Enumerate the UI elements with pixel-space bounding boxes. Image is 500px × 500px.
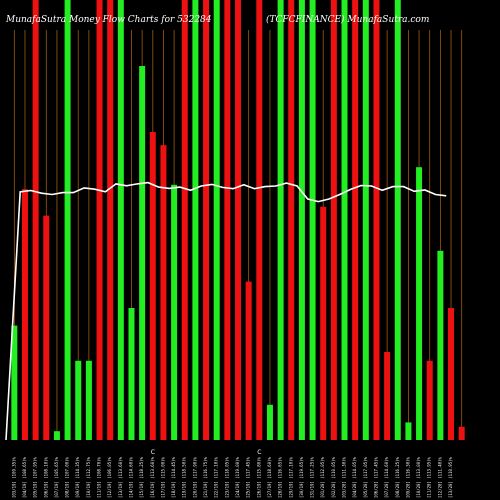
x-tick-label: [13/20] (110.95)% xyxy=(448,456,453,498)
x-tick-label: [28/19] (116.65)% xyxy=(278,456,283,498)
x-tick-label: [29/19] (117.10)% xyxy=(288,456,293,498)
x-tick-label: [18/19] (114.45)% xyxy=(171,456,176,498)
bar-24 xyxy=(266,404,273,440)
x-tick-label: [05/20] (117.05)% xyxy=(363,456,368,498)
bar-5 xyxy=(64,0,71,440)
bar-35 xyxy=(384,352,391,440)
x-tick-label: [10/19] (112.75)% xyxy=(86,456,91,498)
x-tick-label: [25/19] (117.45)% xyxy=(246,456,251,498)
x-tick-label: [26/19] (115.80)% xyxy=(256,456,261,498)
x-tick-label: [20/19] (117.90)% xyxy=(192,456,197,498)
bar-27 xyxy=(298,0,305,440)
bar-30 xyxy=(330,0,337,440)
x-tick-label: [04/19] (108.65)% xyxy=(22,456,27,498)
bar-38 xyxy=(416,167,423,440)
bar-19 xyxy=(213,0,220,440)
bar-17 xyxy=(192,0,199,440)
bar-2 xyxy=(32,0,39,440)
bar-18 xyxy=(203,0,210,440)
x-tick-label: [03/19] (109.35)% xyxy=(11,456,16,498)
bar-32 xyxy=(352,0,359,440)
bar-34 xyxy=(373,0,380,440)
bar-37 xyxy=(405,422,412,440)
bar-1 xyxy=(21,189,28,440)
x-tick-label: [17/19] (115.00)% xyxy=(160,456,165,498)
bar-12 xyxy=(139,66,146,440)
x-tick-label: [14/19] (114.60)% xyxy=(128,456,133,498)
line-group xyxy=(5,181,447,441)
bar-26 xyxy=(288,0,295,440)
bar-23 xyxy=(256,0,263,440)
bars-group xyxy=(11,0,465,440)
x-tick-label: [13/19] (113.60)% xyxy=(118,456,123,498)
bar-29 xyxy=(320,206,327,440)
bar-15 xyxy=(171,184,178,440)
x-tick-label: [31/19] (117.25)% xyxy=(310,456,315,498)
bar-41 xyxy=(448,308,455,440)
bar-0 xyxy=(11,325,18,440)
bar-31 xyxy=(341,0,348,440)
x-tick-label: [12/19] (106.05)% xyxy=(107,456,112,498)
x-tick-label: [23/19] (118.05)% xyxy=(224,456,229,498)
x-tick-label: [11/20] (113.95)% xyxy=(427,456,432,498)
mid-tick-label: C xyxy=(151,449,155,456)
bar-4 xyxy=(53,431,60,440)
x-tick-label: [11/19] (108.70)% xyxy=(97,456,102,498)
x-tick-label: [09/20] (116.30)% xyxy=(405,456,410,498)
x-tick-label: [02/20] (110.05)% xyxy=(331,456,336,498)
x-tick-label: [10/20] (113.00)% xyxy=(416,456,421,498)
bar-21 xyxy=(235,0,241,440)
x-tick-label: [08/20] (116.25)% xyxy=(395,456,400,498)
bar-16 xyxy=(181,0,188,440)
bar-13 xyxy=(149,132,156,440)
mid-tick-label: C xyxy=(257,449,261,456)
x-tick-label: [15/19] (118.25)% xyxy=(139,456,144,498)
x-tick-label: [06/20] (117.45)% xyxy=(373,456,378,498)
bar-33 xyxy=(362,0,369,440)
bar-36 xyxy=(394,0,401,440)
bar-28 xyxy=(309,0,316,440)
x-tick-label: [27/19] (118.60)% xyxy=(267,456,272,498)
bar-40 xyxy=(437,250,444,440)
bar-25 xyxy=(277,0,284,440)
x-tick-label: [22/19] (117.10)% xyxy=(214,456,219,498)
x-tick-label: [30/19] (119.65)% xyxy=(299,456,304,498)
money-flow-line xyxy=(5,181,447,441)
x-tick-label: [08/19] (107.00)% xyxy=(65,456,70,498)
bar-20 xyxy=(224,0,231,440)
bar-11 xyxy=(128,308,135,440)
x-tick-label: [19/19] (118.50)% xyxy=(182,456,187,498)
x-tick-labels: C C [03/19] (109.35)% [04/19] (108.65)% [05/… xyxy=(11,449,453,498)
bar-7 xyxy=(85,360,92,440)
x-tick-label: [07/20] (114.60)% xyxy=(384,456,389,498)
bar-42 xyxy=(458,426,465,440)
bar-8 xyxy=(96,0,103,440)
bar-3 xyxy=(43,215,50,440)
x-tick-label: [06/19] (108.10)% xyxy=(43,456,48,498)
bar-6 xyxy=(75,360,82,440)
chart-title-left: MunafaSutra Money Flow Charts for 532284 xyxy=(5,15,212,25)
bar-9 xyxy=(107,0,114,440)
x-tick-label: [05/19] (107.95)% xyxy=(33,456,38,498)
x-tick-label: [07/19] (105.65)% xyxy=(54,456,59,498)
x-tick-label: [21/19] (116.75)% xyxy=(203,456,208,498)
bar-39 xyxy=(426,360,433,440)
bar-22 xyxy=(245,281,252,440)
x-tick-label: [24/19] (119.00)% xyxy=(235,456,240,498)
chart-title-right: (TCFCFINANCE) MunafaSutra.com xyxy=(266,14,429,25)
x-tick-label: [16/19] (113.60)% xyxy=(150,456,155,498)
bar-14 xyxy=(160,145,167,440)
x-tick-label: [01/20] (112.05)% xyxy=(320,456,325,498)
x-tick-label: [12/20] (111.40)% xyxy=(437,456,442,498)
x-tick-label: [04/20] (114.05)% xyxy=(352,456,357,498)
x-tick-label: [09/19] (114.35)% xyxy=(75,456,80,498)
x-tick-label: [03/20] (111.30)% xyxy=(342,456,347,498)
bar-10 xyxy=(117,0,124,440)
